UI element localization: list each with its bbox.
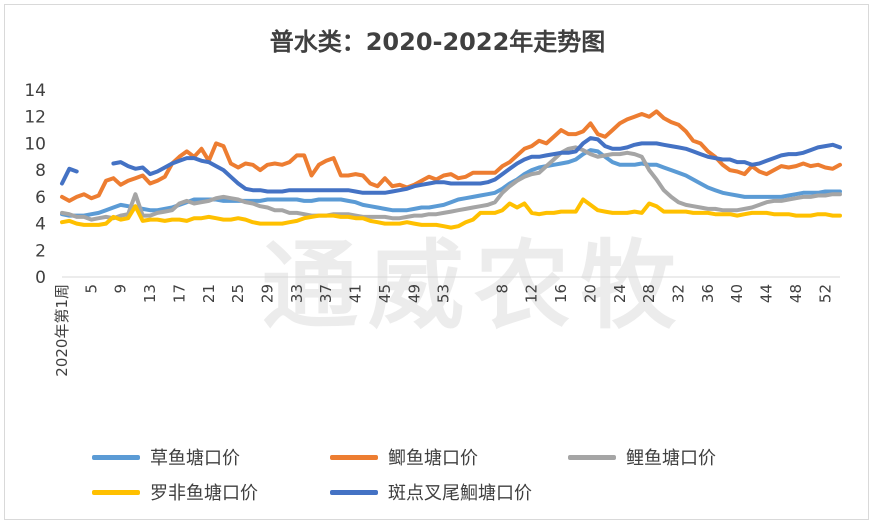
series-line-4 [60, 197, 842, 230]
x-tick-label: 25 [229, 284, 247, 303]
legend-swatch [92, 489, 140, 495]
legend-item: 斑点叉尾鮰塘口价 [330, 479, 532, 505]
y-tick-label: 14 [24, 81, 46, 101]
x-tick-label: 5 [82, 284, 100, 294]
x-tick-label: 53 [435, 284, 453, 303]
legend-item: 罗非鱼塘口价 [92, 479, 258, 505]
chart-frame [4, 4, 869, 520]
x-tick-label: 52 [816, 284, 834, 303]
x-tick-label: 49 [405, 284, 423, 303]
x-tick-label: 16 [552, 284, 570, 303]
y-tick-label: 8 [35, 161, 46, 181]
x-tick-label: 29 [259, 284, 277, 303]
y-tick-label: 4 [35, 215, 46, 235]
x-tick-label: 13 [141, 284, 159, 303]
legend-item: 鲫鱼塘口价 [330, 444, 478, 470]
series-line-1 [60, 148, 842, 218]
legend-swatch [330, 489, 378, 495]
x-tick-label: 48 [787, 284, 805, 303]
legend-label: 斑点叉尾鮰塘口价 [388, 483, 532, 504]
legend-item: 草鱼塘口价 [92, 444, 240, 470]
y-tick-label: 2 [35, 241, 46, 261]
x-tick-label: 32 [670, 284, 688, 303]
series-line-5 [60, 136, 842, 195]
legend-swatch [568, 454, 616, 460]
x-tick-label: 12 [523, 284, 541, 303]
legend-label: 鲤鱼塘口价 [626, 448, 716, 469]
x-tick-label: 28 [640, 284, 658, 303]
watermark: 通威农牧 [262, 230, 686, 342]
x-tick-label: 20 [581, 284, 599, 303]
y-tick-label: 0 [35, 268, 46, 288]
legend-label: 罗非鱼塘口价 [150, 483, 258, 504]
legend-item: 鲤鱼塘口价 [568, 444, 716, 470]
x-tick-label: 9 [112, 284, 130, 294]
x-tick-label: 8 [493, 284, 511, 294]
x-tick-label: 41 [347, 284, 365, 303]
y-tick-label: 12 [24, 108, 46, 128]
x-tick-label: 2020年第1周 [53, 284, 71, 377]
x-tick-label: 45 [376, 284, 394, 303]
x-tick-label: 44 [758, 284, 776, 303]
y-tick-label: 10 [24, 134, 46, 154]
y-tick-label: 6 [35, 188, 46, 208]
series-layer [60, 109, 842, 230]
legend-label: 草鱼塘口价 [150, 448, 240, 469]
legend-label: 鲫鱼塘口价 [388, 448, 478, 469]
legend-swatch [92, 454, 140, 460]
x-tick-label: 33 [288, 284, 306, 303]
x-tick-label: 40 [728, 284, 746, 303]
x-tick-label: 21 [200, 284, 218, 303]
x-tick-label: 17 [170, 284, 188, 303]
x-tick-label: 37 [317, 284, 335, 303]
legend-swatch [330, 454, 378, 460]
x-tick-label: 36 [699, 284, 717, 303]
series-line-3 [60, 145, 842, 222]
x-tick-label: 24 [611, 284, 629, 303]
chart-title: 普水类：2020-2022年走势图 [269, 28, 606, 56]
series-line-2 [60, 109, 842, 203]
